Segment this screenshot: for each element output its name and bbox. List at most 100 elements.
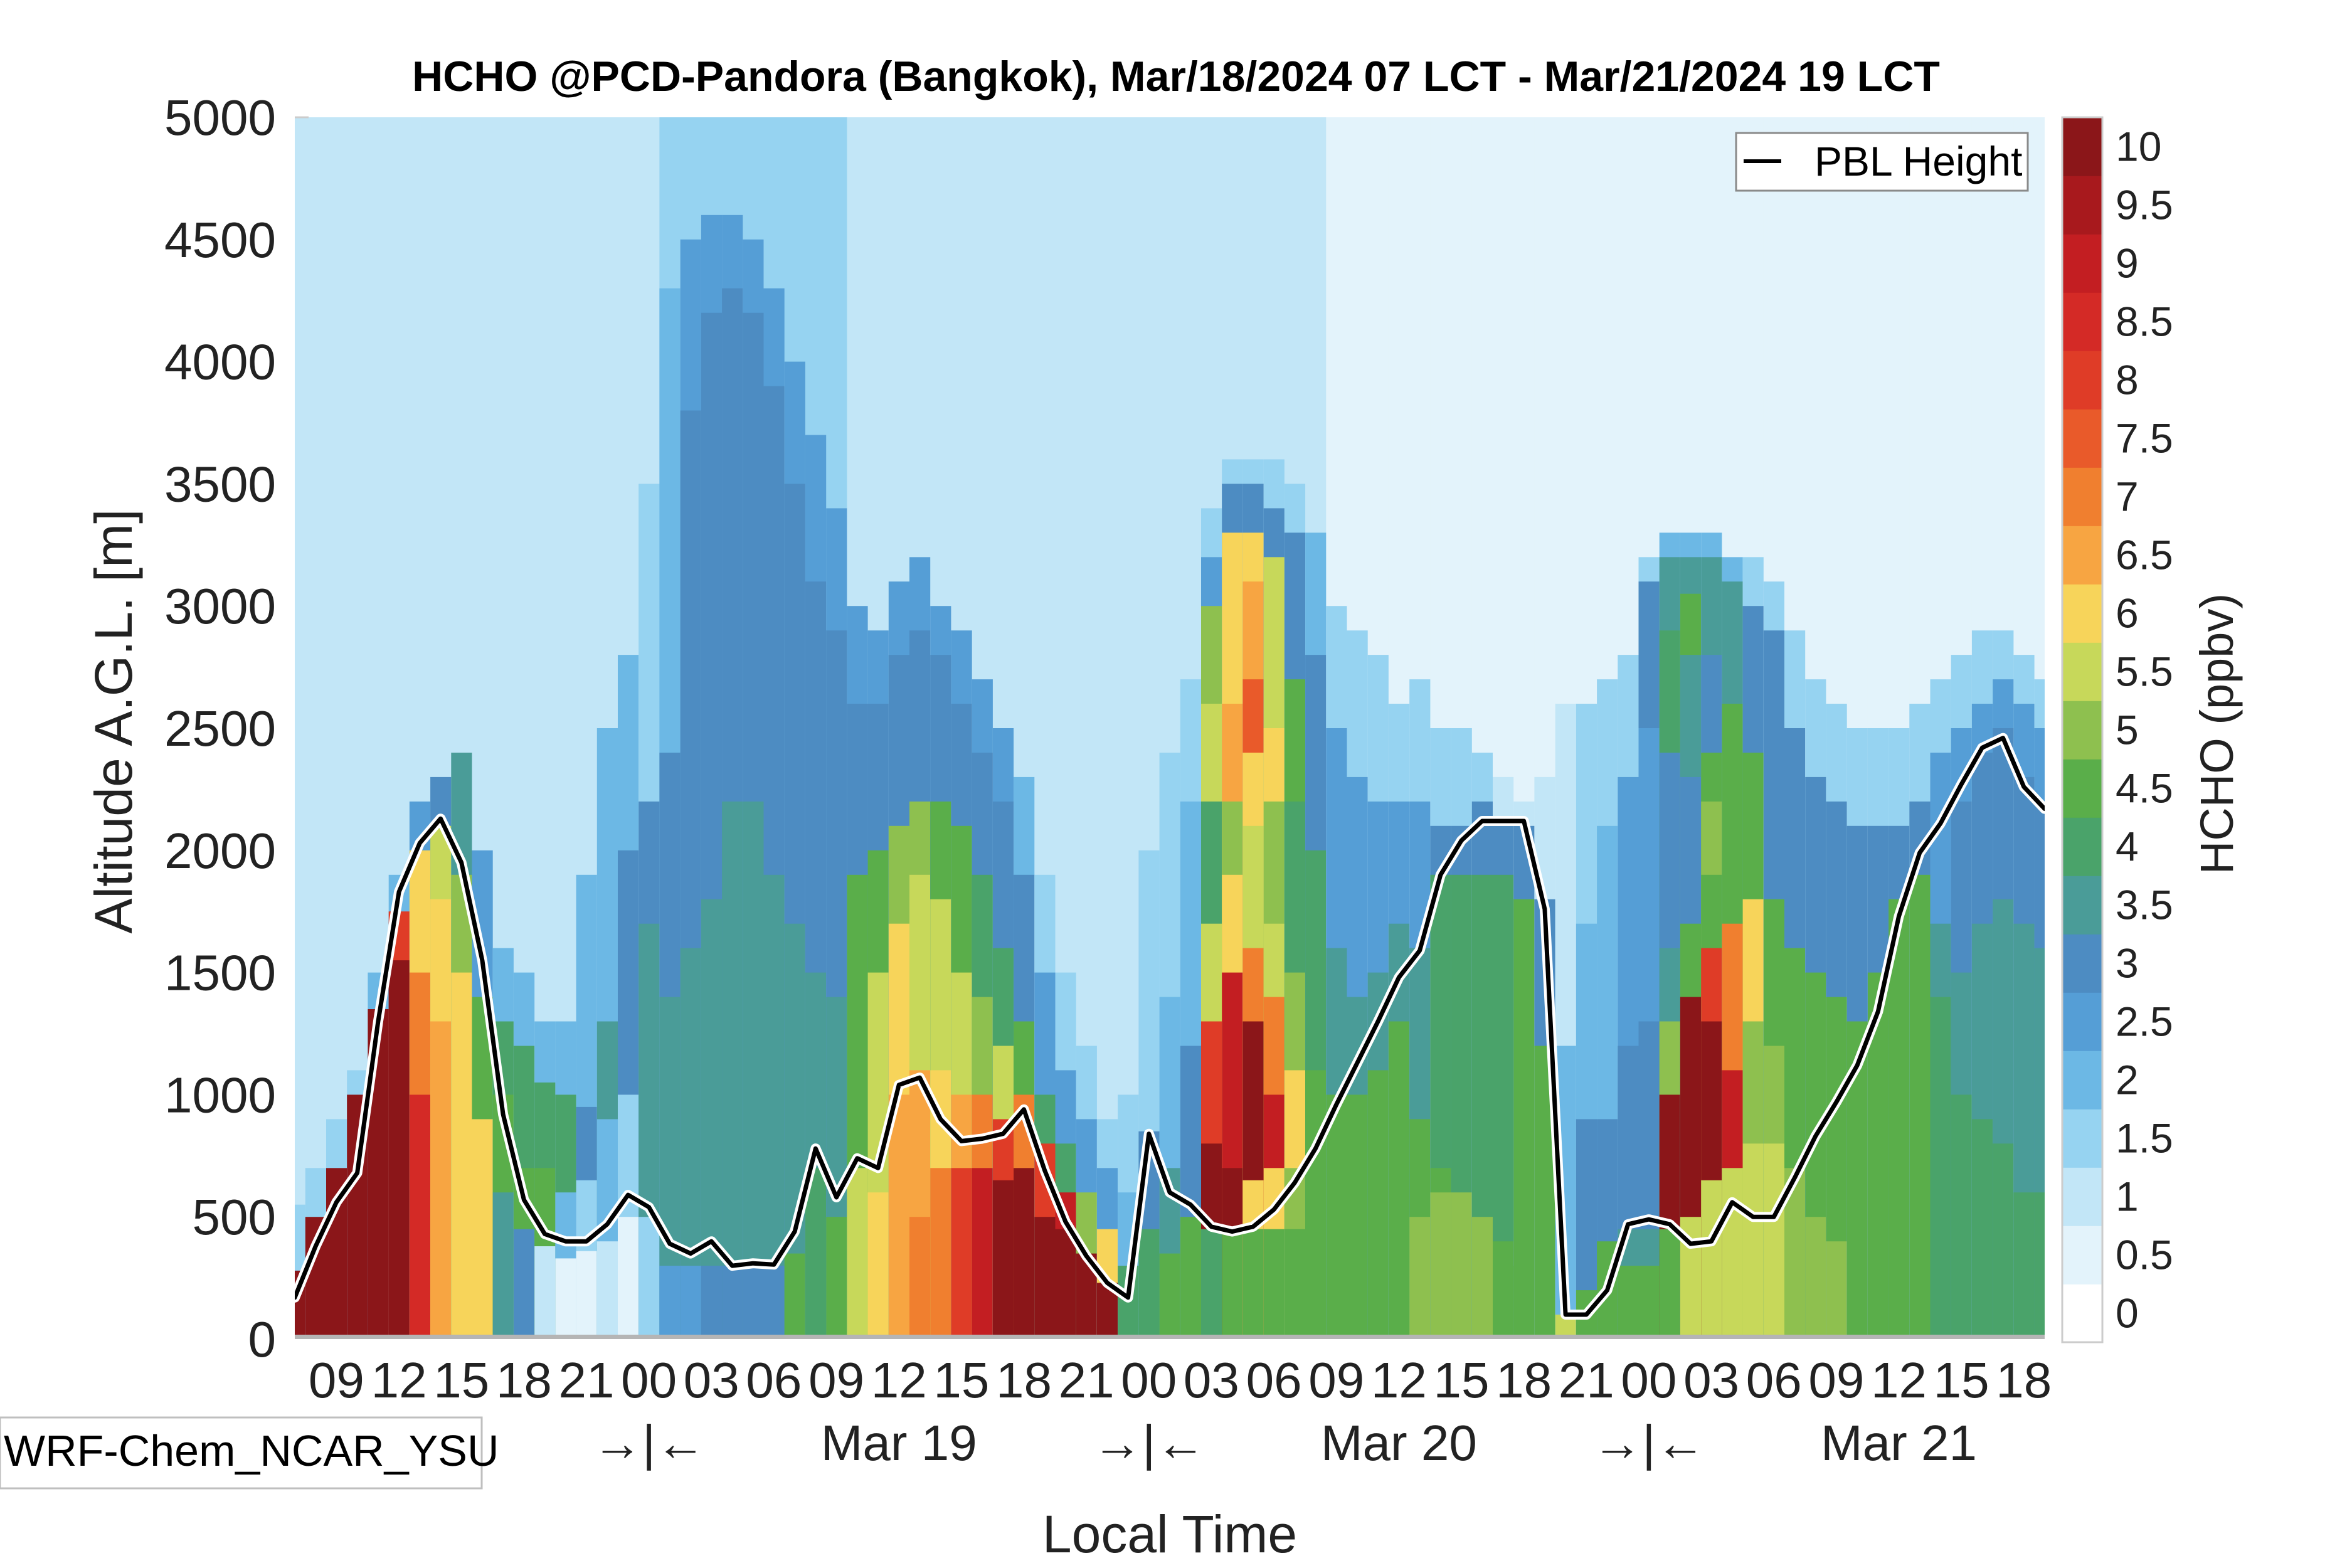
colorbar-band-15 — [2062, 409, 2102, 468]
y-tick-label-5: 2500 — [164, 701, 276, 756]
hcho-cell-t28-5 — [867, 1192, 889, 1339]
hcho-cell-t23-4 — [763, 1266, 785, 1339]
hcho-cell-t22-3 — [743, 801, 765, 1339]
hcho-cell-t48-8 — [1284, 1229, 1306, 1339]
x-hour-tick-16: 09 — [1308, 1352, 1364, 1408]
x-hour-tick-26: 15 — [1934, 1352, 1989, 1408]
hcho-cell-t16-4 — [618, 1217, 640, 1339]
hcho-cell-t21-4 — [722, 1266, 744, 1339]
hcho-cell-t9-3 — [472, 1119, 494, 1339]
midnight-marker-0: →|← — [592, 1415, 706, 1471]
hcho-cell-t65-6 — [1638, 1266, 1660, 1339]
colorbar-band-13 — [2062, 526, 2102, 585]
colorbar-band-16 — [2062, 351, 2102, 410]
x-hour-tick-12: 21 — [1059, 1352, 1115, 1408]
colorbar-tick-12: 6 — [2116, 590, 2139, 637]
y-tick-label-9: 4500 — [164, 212, 276, 268]
hcho-cell-t56-4 — [1451, 1192, 1473, 1339]
colorbar-band-20 — [2062, 117, 2102, 176]
hcho-cell-t83-5 — [2013, 1192, 2035, 1339]
colorbar-tick-11: 5.5 — [2116, 649, 2173, 695]
colorbar-tick-5: 2.5 — [2116, 999, 2173, 1045]
x-hour-tick-24: 09 — [1808, 1352, 1864, 1408]
hcho-cell-t79-4 — [1930, 997, 1952, 1339]
colorbar-tick-1: 0.5 — [2116, 1232, 2173, 1278]
colorbar-band-10 — [2062, 701, 2102, 760]
x-axis-label: Local Time — [1042, 1505, 1297, 1564]
x-hour-tick-15: 06 — [1246, 1352, 1302, 1408]
y-tick-label-1: 500 — [193, 1189, 276, 1245]
colorbar-tick-19: 9.5 — [2116, 182, 2173, 228]
model-label: WRF-Chem_NCAR_YSU — [4, 1426, 499, 1475]
colorbar-tick-2: 1 — [2116, 1173, 2139, 1220]
hcho-cell-t24-4 — [784, 1253, 806, 1339]
colorbar-tick-17: 8.5 — [2116, 299, 2173, 345]
hcho-cell-t69-7 — [1722, 1168, 1744, 1339]
hcho-cell-t77-3 — [1888, 899, 1910, 1339]
hcho-cell-t50-4 — [1326, 1094, 1348, 1339]
hcho-cell-t7-4 — [430, 1021, 452, 1339]
colorbar-band-2 — [2062, 1167, 2102, 1226]
x-hour-tick-23: 06 — [1746, 1352, 1802, 1408]
chart-title: HCHO @PCD-Pandora (Bangkok), Mar/18/2024… — [412, 53, 1940, 100]
hcho-cell-t51-4 — [1347, 1094, 1369, 1339]
colorbar-tick-0: 0 — [2116, 1290, 2139, 1337]
hcho-cell-t17-4 — [638, 1217, 660, 1339]
hcho-cell-t45-9 — [1222, 1229, 1244, 1339]
hcho-cell-t37-5 — [1055, 1229, 1077, 1339]
colorbar-band-14 — [2062, 467, 2102, 526]
legend: PBL Height — [1735, 132, 2029, 192]
x-hour-tick-5: 00 — [621, 1352, 677, 1408]
colorbar-band-4 — [2062, 1051, 2102, 1110]
colorbar-band-0 — [2062, 1284, 2102, 1343]
colorbar-band-11 — [2062, 642, 2102, 701]
colorbar-tick-20: 10 — [2116, 124, 2161, 170]
hcho-cell-t35-5 — [1014, 1168, 1036, 1339]
hcho-cell-t11-4 — [513, 1229, 536, 1339]
x-hour-tick-20: 21 — [1559, 1352, 1614, 1408]
y-tick-label-2: 1000 — [164, 1067, 276, 1123]
hcho-cell-t55-5 — [1430, 1192, 1452, 1339]
x-hour-tick-7: 06 — [746, 1352, 802, 1408]
y-axis-ticks: 0 500 1000 1500 2000 2500 3000 3500 4000 4500 5000 — [164, 90, 276, 1367]
colorbar-band-18 — [2062, 234, 2102, 293]
hcho-cell-t59-4 — [1513, 1266, 1535, 1339]
x-hour-tick-11: 18 — [996, 1352, 1052, 1408]
hcho-cell-t25-4 — [805, 1168, 827, 1339]
x-hour-tick-6: 03 — [684, 1352, 739, 1408]
hcho-cell-t36-5 — [1034, 1217, 1056, 1339]
x-hour-tick-14: 03 — [1184, 1352, 1239, 1408]
colorbar-band-8 — [2062, 817, 2102, 876]
hcho-cell-t22-4 — [743, 1266, 765, 1339]
hcho-cell-t5-3 — [388, 960, 410, 1339]
colorbar-tick-8: 4 — [2116, 824, 2139, 870]
day-label-2: Mar 21 — [1821, 1415, 1977, 1471]
hcho-cell-t44-9 — [1201, 1229, 1223, 1339]
hcho-cell-t52-4 — [1367, 1070, 1389, 1339]
pbl-height-line — [295, 736, 2045, 1317]
x-hour-tick-3: 18 — [496, 1352, 552, 1408]
colorbar — [2062, 117, 2102, 1343]
ground-strip — [295, 1335, 2045, 1339]
x-hour-tick-17: 12 — [1371, 1352, 1427, 1408]
hcho-cell-t34-6 — [992, 1180, 1015, 1339]
y-tick-label-8: 4000 — [164, 334, 276, 390]
hcho-cell-t68-9 — [1701, 1180, 1723, 1339]
midnight-marker-2: →|← — [1592, 1415, 1706, 1471]
hcho-cell-t46-11 — [1242, 1229, 1264, 1339]
hcho-cell-t53-4 — [1388, 1021, 1411, 1339]
hcho-cell-t14-4 — [576, 1251, 598, 1339]
y-axis-label: Altitude A.G.L. [m] — [84, 509, 143, 934]
colorbar-tick-7: 3.5 — [2116, 882, 2173, 928]
x-axis-day-row: →|← →|← →|← Mar 19 Mar 20 Mar 21 — [592, 1415, 1977, 1471]
x-hour-tick-10: 15 — [933, 1352, 989, 1408]
colorbar-tick-14: 7 — [2116, 474, 2139, 520]
hcho-cell-t64-5 — [1618, 1266, 1640, 1339]
hcho-cell-t42-4 — [1159, 1253, 1181, 1339]
day-label-0: Mar 19 — [821, 1415, 977, 1471]
hcho-cell-t31-6 — [930, 1168, 952, 1339]
colorbar-band-3 — [2062, 1109, 2102, 1168]
colorbar-label: HCHO (ppbv) — [2191, 593, 2243, 874]
colorbar-tick-4: 2 — [2116, 1057, 2139, 1103]
